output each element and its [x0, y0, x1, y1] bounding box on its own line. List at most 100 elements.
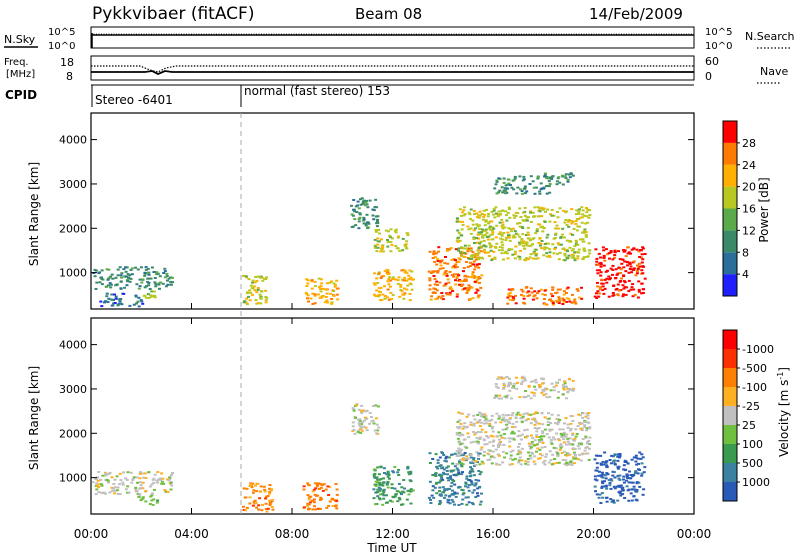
velocity-cell	[456, 420, 460, 423]
velocity-cell	[327, 504, 331, 507]
velocity-cell	[138, 472, 142, 475]
velocity-cell	[103, 471, 107, 474]
power-cell	[643, 277, 647, 280]
power-cell	[605, 277, 609, 280]
power-region-2	[142, 290, 157, 299]
power-cell	[539, 242, 543, 245]
velocity-cell	[434, 475, 438, 477]
velocity-cell	[268, 503, 272, 506]
velocity-cell	[97, 491, 101, 494]
power-cell	[512, 214, 516, 217]
velocity-cell	[161, 477, 165, 480]
power-cell	[443, 271, 447, 274]
power-cell	[507, 234, 511, 237]
power-cell	[534, 257, 538, 260]
velocity-cell	[361, 409, 365, 412]
velocity-cell	[269, 489, 273, 492]
velocity-cell	[441, 486, 445, 489]
power-cell	[541, 293, 545, 296]
power-cell	[375, 289, 379, 292]
velocity-cell	[149, 495, 153, 498]
power-cell	[529, 244, 533, 247]
velocity-cell	[488, 441, 492, 444]
velocity-cell	[144, 490, 148, 492]
power-cell	[540, 247, 544, 250]
power-cell	[256, 287, 260, 289]
power-cell	[552, 214, 556, 217]
velocity-cell	[368, 411, 372, 414]
power-cell	[493, 256, 497, 259]
power-cell	[330, 298, 334, 300]
power-cell	[576, 255, 580, 258]
power-cell	[642, 288, 645, 291]
power-cell	[462, 267, 466, 269]
power-cell	[564, 177, 568, 180]
power-cell	[575, 288, 579, 291]
power-cell	[623, 249, 627, 252]
power-cell	[467, 257, 471, 260]
power-cell	[601, 289, 605, 292]
power-cell	[478, 277, 482, 280]
power-cell	[582, 256, 586, 259]
velocity-cell	[136, 493, 140, 495]
power-cell	[136, 268, 140, 271]
power-cell	[613, 254, 617, 257]
velocity-cell	[469, 441, 473, 444]
power-cell	[258, 296, 262, 299]
velocity-cell	[546, 424, 550, 426]
velocity-cell	[547, 436, 551, 439]
velocity-cell	[571, 432, 575, 435]
velocity-cell	[113, 486, 117, 489]
power-cell	[509, 228, 513, 231]
power-cell	[534, 254, 538, 257]
power-cell	[448, 293, 452, 296]
velocity-cell	[508, 463, 512, 466]
velocity-cell	[96, 484, 100, 487]
velocity-colorbar-label: -25	[742, 400, 760, 413]
velocity-cell	[251, 504, 255, 507]
velocity-ytick-label: 3000	[59, 383, 87, 396]
velocity-cell	[460, 412, 464, 415]
power-cell	[523, 214, 527, 217]
power-cell	[320, 282, 324, 285]
power-cell	[376, 243, 380, 246]
velocity-cell	[457, 471, 461, 474]
power-cell	[433, 260, 437, 263]
velocity-cell	[557, 439, 561, 442]
power-cell	[531, 243, 535, 246]
velocity-cell	[99, 478, 103, 481]
power-cell	[532, 295, 536, 298]
velocity-cell	[552, 386, 556, 389]
velocity-cell	[428, 462, 432, 464]
velocity-cell	[455, 450, 459, 453]
velocity-cell	[428, 480, 432, 483]
power-cell	[464, 279, 468, 282]
power-colorbar-swatch	[723, 274, 737, 296]
power-cell	[603, 259, 607, 262]
power-cell	[323, 288, 327, 291]
power-cell	[306, 297, 309, 300]
power-cell	[635, 248, 639, 251]
velocity-cell	[436, 459, 440, 462]
velocity-cell	[503, 437, 507, 440]
velocity-cell	[463, 438, 467, 441]
power-cell	[400, 269, 404, 272]
velocity-region-8	[493, 375, 576, 400]
velocity-cell	[249, 483, 253, 486]
power-cell	[389, 241, 393, 244]
velocity-cell	[139, 484, 143, 487]
velocity-cell	[458, 425, 462, 428]
power-cell	[367, 222, 371, 225]
velocity-cell	[267, 492, 271, 495]
power-cell	[260, 290, 264, 293]
velocity-cell	[508, 422, 511, 425]
velocity-cell	[533, 423, 537, 426]
velocity-cell	[474, 460, 478, 463]
velocity-cell	[609, 478, 613, 481]
power-cell	[460, 220, 464, 223]
velocity-cell	[564, 459, 568, 462]
date-title: 14/Feb/2009	[589, 5, 683, 23]
velocity-cell	[571, 379, 575, 382]
velocity-cell	[580, 429, 584, 432]
velocity-cell	[450, 469, 454, 472]
